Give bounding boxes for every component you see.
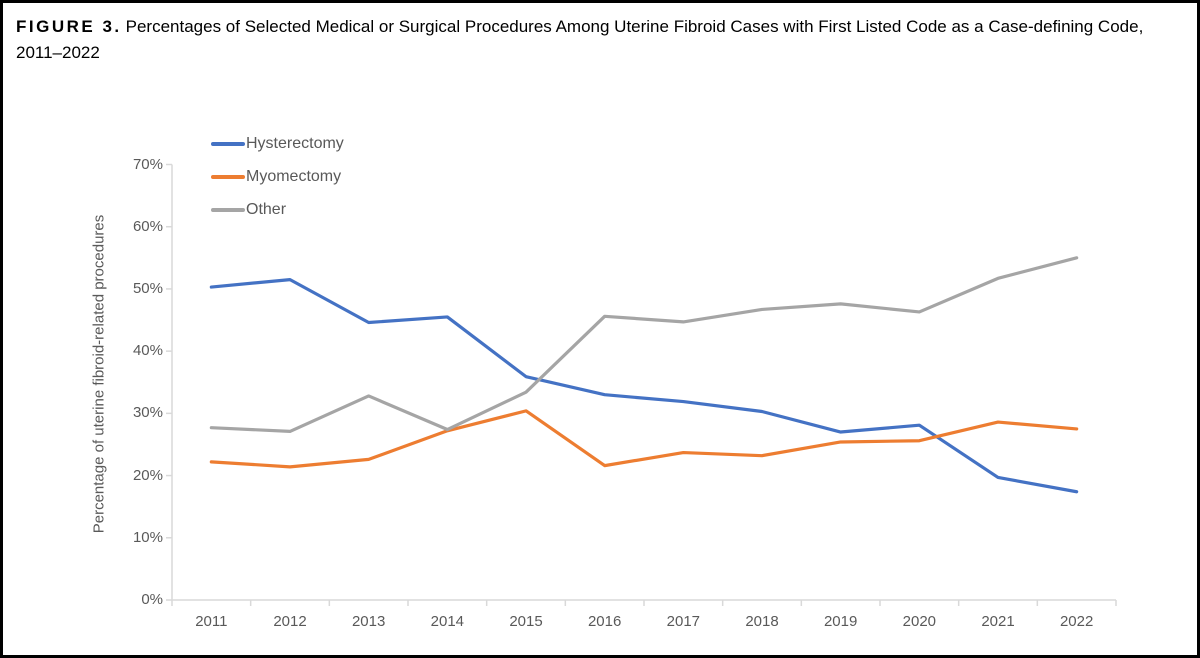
- legend: Hysterectomy Myomectomy Other: [211, 127, 344, 226]
- x-tick-label: 2012: [273, 613, 307, 630]
- legend-label: Myomectomy: [246, 167, 342, 185]
- x-tick-label: 2016: [587, 613, 622, 630]
- y-tick-label: 60%: [132, 217, 163, 235]
- x-tick-label: 2015: [509, 613, 543, 630]
- line-chart: [166, 163, 1117, 606]
- legend-item-hysterectomy: Hysterectomy: [211, 127, 344, 160]
- x-tick-label: 2018: [745, 613, 779, 630]
- y-tick-label: 0%: [141, 591, 163, 608]
- y-tick-label: 70%: [132, 155, 163, 173]
- legend-line-swatch: [211, 141, 245, 146]
- x-tick-label: 2022: [1059, 613, 1094, 630]
- x-tick-label: 2021: [981, 613, 1015, 630]
- legend-label: Other: [246, 200, 287, 218]
- figure-label: FIGURE 3.: [16, 17, 122, 36]
- x-tick-label: 2020: [902, 613, 937, 630]
- legend-item-myomectomy: Myomectomy: [211, 160, 344, 193]
- series-line-myomectomy: [209, 409, 1079, 469]
- series-line-hysterectomy: [209, 277, 1079, 494]
- figure-title-text: Percentages of Selected Medical or Surgi…: [16, 17, 1144, 62]
- x-tick-label: 2017: [666, 613, 701, 630]
- legend-line-swatch: [211, 207, 245, 212]
- x-tick-label: 2011: [195, 613, 228, 630]
- y-tick-label: 10%: [132, 528, 163, 546]
- x-tick-label: 2014: [430, 613, 465, 630]
- series-line-other: [209, 256, 1079, 433]
- y-tick-label: 50%: [132, 279, 163, 297]
- x-tick-label: 2019: [823, 613, 858, 630]
- legend-line-swatch: [211, 174, 245, 179]
- y-axis-title: Percentage of uterine fibroid-related pr…: [90, 214, 108, 534]
- y-tick-label: 20%: [132, 466, 163, 484]
- legend-item-other: Other: [211, 193, 344, 226]
- y-tick-label: 40%: [132, 342, 163, 360]
- y-tick-label: 30%: [132, 404, 163, 422]
- x-tick-label: 2013: [351, 613, 386, 630]
- figure-title: FIGURE 3. Percentages of Selected Medical…: [16, 14, 1179, 66]
- legend-label: Hysterectomy: [246, 134, 344, 152]
